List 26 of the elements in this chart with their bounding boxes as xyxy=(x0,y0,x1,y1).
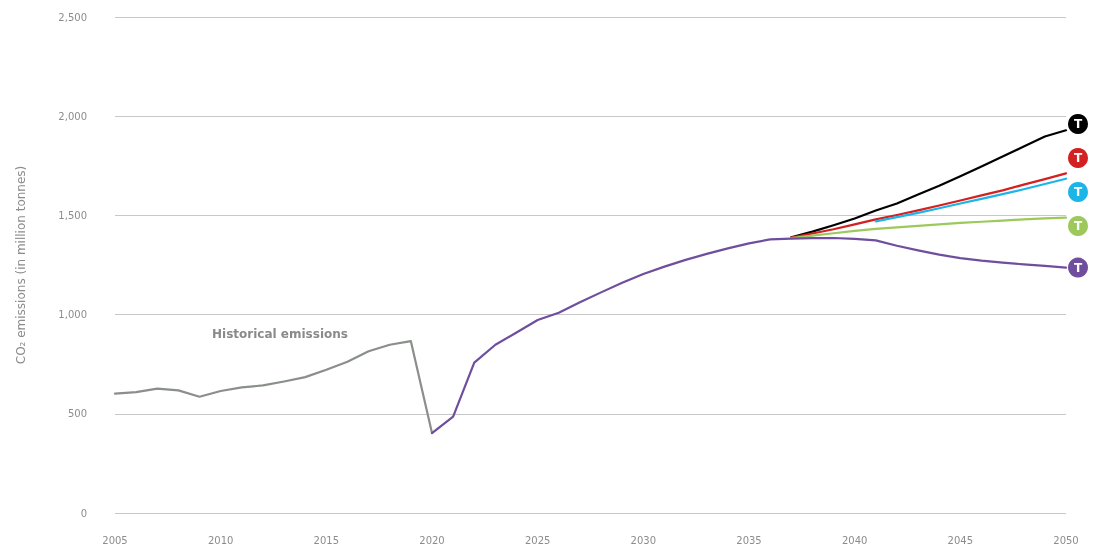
annotation: Historical emissions xyxy=(212,327,348,341)
series-label: T xyxy=(1073,218,1083,233)
series-label: T xyxy=(1073,150,1083,165)
series-label: T xyxy=(1073,260,1083,275)
x-tick-label: 2010 xyxy=(207,534,234,546)
line-series xyxy=(790,172,1068,239)
x-tick-label: 2040 xyxy=(841,534,868,546)
y-tick-label: 1,500 xyxy=(58,209,87,221)
x-tick-label: 2015 xyxy=(313,534,340,546)
y-tick-label: 2,000 xyxy=(58,110,87,122)
x-tick-label: 2045 xyxy=(947,534,974,546)
line-series xyxy=(874,177,1068,223)
x-tick-label: 2025 xyxy=(524,534,551,546)
x-tick-label: 2050 xyxy=(1053,534,1079,546)
line-series xyxy=(113,340,434,435)
x-tick-label: 2005 xyxy=(102,534,128,546)
y-tick-label: 500 xyxy=(67,408,87,420)
series-label: T xyxy=(1073,116,1083,131)
y-tick-label: 2,500 xyxy=(58,11,87,23)
x-tick-label: 2030 xyxy=(630,534,657,546)
x-tick-label: 2035 xyxy=(736,534,762,546)
y-tick-label: 0 xyxy=(80,507,87,519)
y-axis-title: CO₂ emissions (in million tonnes) xyxy=(14,165,28,365)
x-tick-label: 2020 xyxy=(419,534,445,546)
series-label: T xyxy=(1073,184,1083,199)
y-tick-label: 1,000 xyxy=(58,309,87,321)
